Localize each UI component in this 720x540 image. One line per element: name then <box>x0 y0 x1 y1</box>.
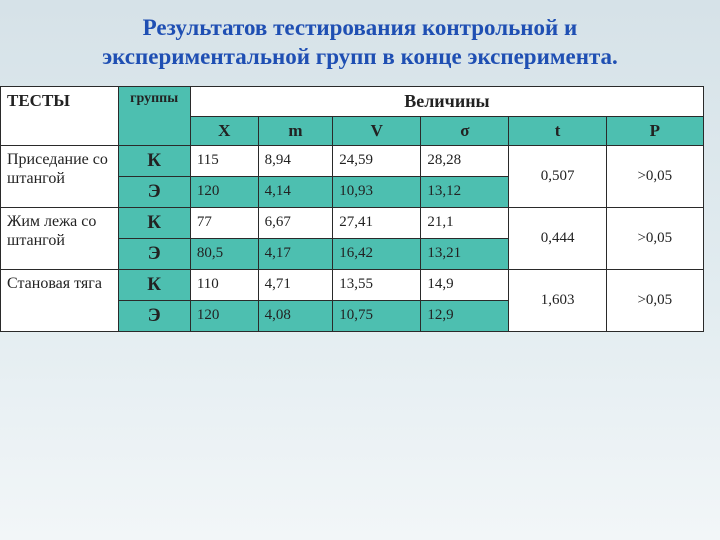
group-label: К <box>118 145 190 176</box>
group-label: Э <box>118 300 190 331</box>
table-row: Жим лежа со штангой К 77 6,67 27,41 21,1… <box>1 207 704 238</box>
cell-m: 4,14 <box>258 176 333 207</box>
cell-sigma: 13,12 <box>421 176 509 207</box>
cell-sigma: 12,9 <box>421 300 509 331</box>
cell-t: 1,603 <box>509 269 606 331</box>
cell-x: 120 <box>190 300 258 331</box>
cell-m: 8,94 <box>258 145 333 176</box>
cell-x: 115 <box>190 145 258 176</box>
cell-sigma: 21,1 <box>421 207 509 238</box>
cell-sigma: 13,21 <box>421 238 509 269</box>
cell-sigma: 14,9 <box>421 269 509 300</box>
cell-v: 16,42 <box>333 238 421 269</box>
col-m: m <box>258 116 333 145</box>
group-label: К <box>118 207 190 238</box>
cell-p: >0,05 <box>606 145 703 207</box>
cell-x: 120 <box>190 176 258 207</box>
results-table-container: ТЕСТЫ группы Величины X m V σ t P Присед… <box>0 80 720 332</box>
test-name: Жим лежа со штангой <box>1 207 119 269</box>
group-label: Э <box>118 176 190 207</box>
results-table: ТЕСТЫ группы Величины X m V σ t P Присед… <box>0 86 704 332</box>
cell-x: 110 <box>190 269 258 300</box>
cell-v: 10,93 <box>333 176 421 207</box>
table-row: Приседание со штангой К 115 8,94 24,59 2… <box>1 145 704 176</box>
test-name: Становая тяга <box>1 269 119 331</box>
cell-v: 24,59 <box>333 145 421 176</box>
cell-m: 4,17 <box>258 238 333 269</box>
table-row: Становая тяга К 110 4,71 13,55 14,9 1,60… <box>1 269 704 300</box>
col-p: P <box>606 116 703 145</box>
slide-title: Результатов тестирования контрольной и э… <box>0 0 720 80</box>
cell-p: >0,05 <box>606 269 703 331</box>
cell-v: 10,75 <box>333 300 421 331</box>
cell-v: 27,41 <box>333 207 421 238</box>
col-header-groups: группы <box>118 86 190 145</box>
col-sigma: σ <box>421 116 509 145</box>
group-label: Э <box>118 238 190 269</box>
cell-m: 4,08 <box>258 300 333 331</box>
cell-t: 0,444 <box>509 207 606 269</box>
group-label: К <box>118 269 190 300</box>
cell-v: 13,55 <box>333 269 421 300</box>
col-t: t <box>509 116 606 145</box>
cell-m: 4,71 <box>258 269 333 300</box>
cell-sigma: 28,28 <box>421 145 509 176</box>
col-x: X <box>190 116 258 145</box>
cell-x: 77 <box>190 207 258 238</box>
col-v: V <box>333 116 421 145</box>
col-header-values: Величины <box>190 86 703 116</box>
test-name: Приседание со штангой <box>1 145 119 207</box>
col-header-tests: ТЕСТЫ <box>1 86 119 145</box>
cell-p: >0,05 <box>606 207 703 269</box>
cell-m: 6,67 <box>258 207 333 238</box>
cell-t: 0,507 <box>509 145 606 207</box>
cell-x: 80,5 <box>190 238 258 269</box>
